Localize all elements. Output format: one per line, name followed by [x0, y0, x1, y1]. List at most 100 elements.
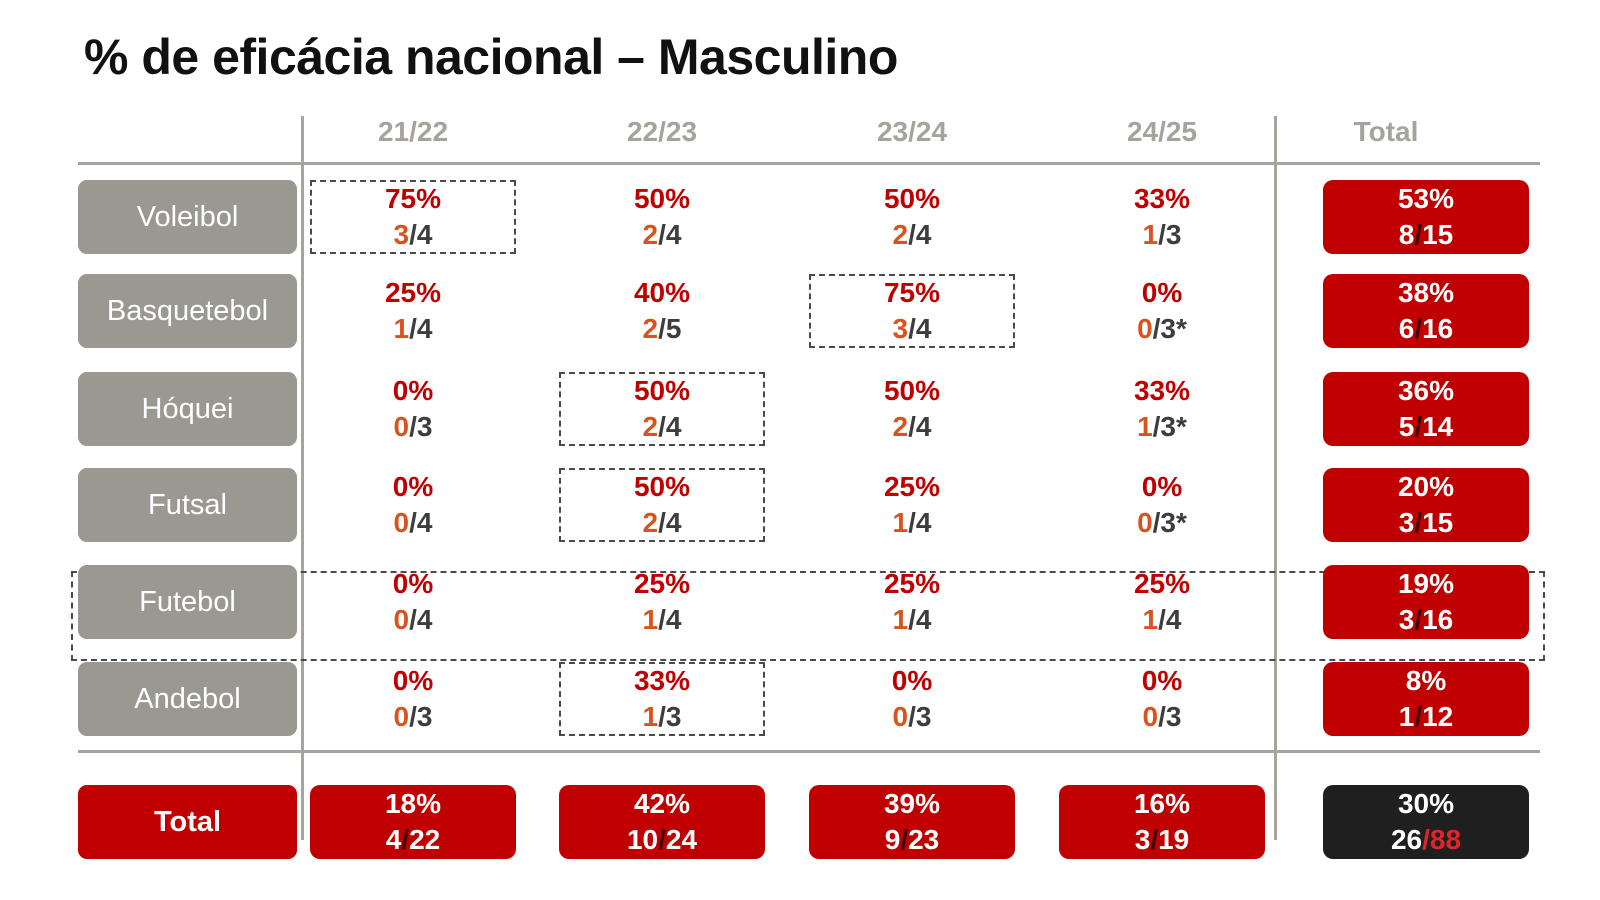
cell-numerator: 3: [393, 219, 410, 250]
column-total-cell: 16% 3/19: [1059, 785, 1265, 859]
cell-fraction: 2/4: [893, 409, 932, 445]
cell-fraction: 0/4: [394, 602, 433, 638]
column-total-slash: /: [900, 824, 909, 855]
row-total-num: 3: [1398, 507, 1415, 538]
column-total-den: 23: [908, 824, 940, 855]
sport-label: Futsal: [78, 468, 297, 542]
cell-numerator: 0: [1137, 507, 1153, 538]
table-cell: 0% 0/4: [310, 565, 516, 639]
cell-pct: 0%: [392, 665, 434, 696]
highlight-row-futebol: [71, 571, 1545, 661]
table-cell: 0% 0/3*: [1059, 274, 1265, 348]
row-total-fraction: 1/12: [1399, 699, 1454, 735]
row-total-slash: /: [1414, 411, 1423, 442]
sport-label: Voleibol: [78, 180, 297, 254]
cell-numerator: 0: [892, 701, 909, 732]
row-total-den: 15: [1422, 219, 1454, 250]
column-total-den: 24: [665, 824, 698, 855]
cell-numerator: 3: [892, 313, 909, 344]
table-cell: 25% 1/4: [559, 565, 765, 639]
cell-fraction: 2/4: [643, 409, 682, 445]
column-total-cell: 42% 10/24: [559, 785, 765, 859]
row-total-pct: 20%: [1397, 471, 1455, 502]
cell-denominator: /3: [1158, 219, 1182, 250]
table-cell: 50% 2/4: [559, 468, 765, 542]
row-total-num: 8: [1398, 219, 1415, 250]
row-total-slash: /: [1414, 604, 1423, 635]
cell-pct: 33%: [1133, 375, 1191, 406]
cell-fraction: 2/4: [643, 505, 682, 541]
grand-total-den: 88: [1429, 824, 1462, 855]
table-cell: 33% 1/3: [1059, 180, 1265, 254]
table-cell: 25% 1/4: [1059, 565, 1265, 639]
row-total-pct: 19%: [1397, 568, 1455, 599]
cell-denominator: /3: [409, 701, 433, 732]
cell-pct: 25%: [883, 471, 941, 502]
cell-fraction: 0/3: [394, 699, 433, 735]
col-header: 21/22: [377, 116, 449, 147]
col-header: 23/24: [876, 116, 948, 147]
table-cell: 33% 1/3: [559, 662, 765, 736]
cell-denominator: /4: [908, 411, 932, 442]
column-total-pct: 16%: [1133, 788, 1191, 819]
cell-fraction: 0/4: [394, 505, 433, 541]
cell-pct: 50%: [883, 183, 941, 214]
cell-numerator: 0: [1142, 701, 1159, 732]
row-total-slash: /: [1414, 313, 1423, 344]
cell-denominator: /3: [1158, 701, 1182, 732]
cell-denominator: /3: [908, 701, 932, 732]
cell-numerator: 2: [892, 219, 909, 250]
cell-numerator: 0: [393, 507, 410, 538]
cell-pct: 25%: [1133, 568, 1191, 599]
cell-denominator: /4: [409, 219, 433, 250]
cell-denominator: /4: [409, 507, 433, 538]
total-divider: [1274, 116, 1277, 840]
cell-pct: 0%: [891, 665, 933, 696]
column-total-pct: 39%: [883, 788, 941, 819]
cell-pct: 75%: [384, 183, 442, 214]
column-total-num: 3: [1134, 824, 1151, 855]
cell-numerator: 2: [892, 411, 909, 442]
cell-denominator: /4: [1158, 604, 1182, 635]
cell-fraction: 3/4: [394, 217, 433, 253]
row-total-fraction: 3/15: [1399, 505, 1454, 541]
cell-denominator: /3: [409, 411, 433, 442]
cell-denominator: /4: [658, 219, 682, 250]
cell-numerator: 0: [393, 701, 410, 732]
table-cell: 0% 0/3: [310, 662, 516, 736]
cell-denominator: /3*: [1152, 411, 1187, 442]
column-total-num: 10: [626, 824, 659, 855]
cell-pct: 50%: [633, 471, 691, 502]
cell-pct: 50%: [633, 183, 691, 214]
row-total-cell: 19% 3/16: [1323, 565, 1529, 639]
col-header: 22/23: [626, 116, 698, 147]
cell-fraction: 3/4: [893, 311, 932, 347]
row-total-num: 3: [1398, 604, 1415, 635]
cell-fraction: 0/3*: [1137, 505, 1187, 541]
column-total-fraction: 10/24: [627, 822, 697, 858]
table-cell: 50% 2/4: [809, 180, 1015, 254]
table-cell: 0% 0/3: [809, 662, 1015, 736]
row-total-den: 12: [1422, 701, 1454, 732]
table-cell: 0% 0/3*: [1059, 468, 1265, 542]
grand-total-frac: 26/88: [1391, 822, 1461, 858]
cell-numerator: 1: [1142, 219, 1159, 250]
row-total-num: 1: [1398, 701, 1415, 732]
sport-label: Futebol: [78, 565, 297, 639]
cell-fraction: 1/4: [1143, 602, 1182, 638]
cell-fraction: 1/4: [643, 602, 682, 638]
cell-pct: 0%: [1141, 277, 1183, 308]
sport-label: Hóquei: [78, 372, 297, 446]
cell-fraction: 0/3: [893, 699, 932, 735]
cell-denominator: /4: [409, 604, 433, 635]
column-total-num: 4: [385, 824, 402, 855]
cell-numerator: 1: [1142, 604, 1159, 635]
row-total-pct: 53%: [1397, 183, 1455, 214]
table-cell: 25% 1/4: [310, 274, 516, 348]
row-total-cell: 38% 6/16: [1323, 274, 1529, 348]
table-cell: 0% 0/3: [310, 372, 516, 446]
row-total-cell: 36% 5/14: [1323, 372, 1529, 446]
cell-denominator: /3*: [1152, 507, 1187, 538]
sport-label: Andebol: [78, 662, 297, 736]
cell-numerator: 1: [1137, 411, 1153, 442]
